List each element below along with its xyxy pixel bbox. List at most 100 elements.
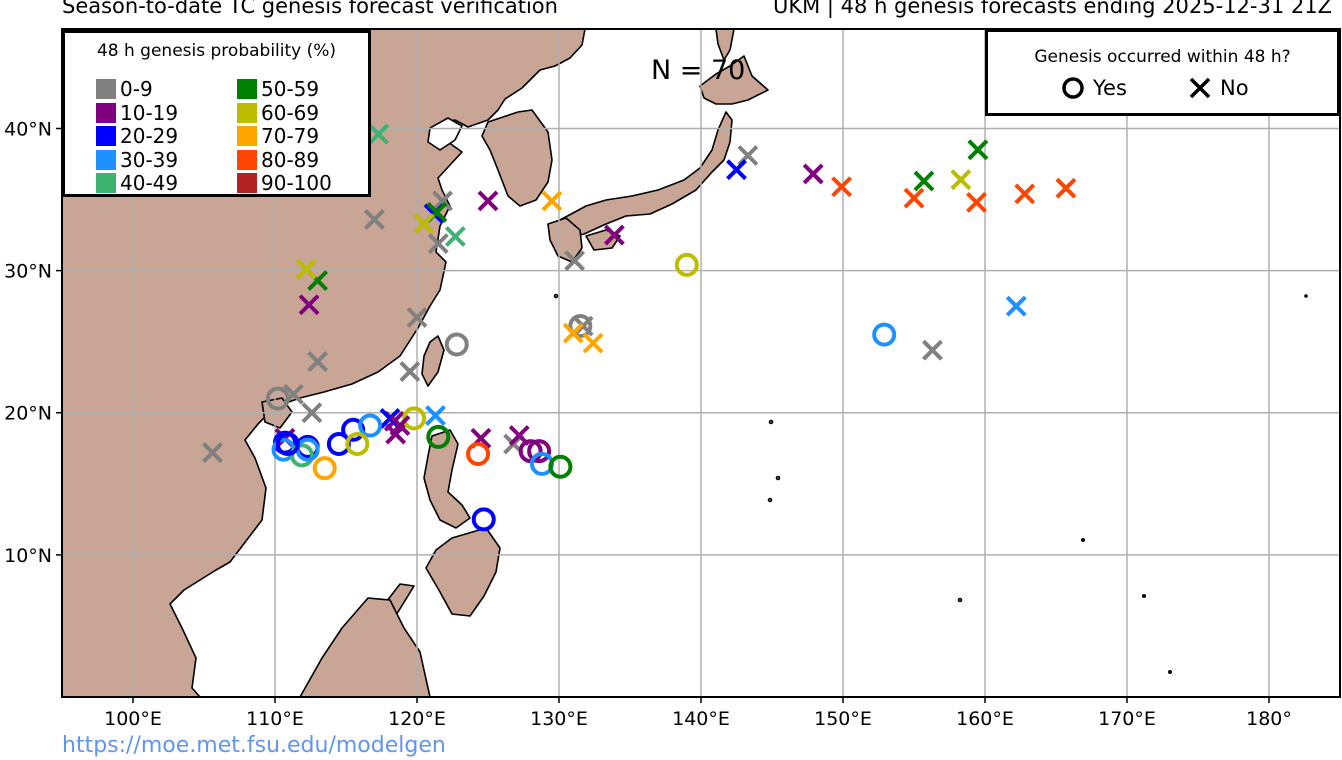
forecast-marker-no <box>477 190 499 212</box>
legend-swatch <box>237 149 257 170</box>
forecast-marker-no <box>399 361 421 382</box>
forecast-marker-no <box>572 315 594 337</box>
forecast-marker-yes <box>402 406 427 431</box>
lon-tick-label: 140°E <box>672 708 730 730</box>
philippines-south <box>425 527 501 617</box>
island <box>1168 669 1173 674</box>
forecast-marker-no <box>831 176 852 198</box>
lon-tick-label: 130°E <box>530 708 588 730</box>
forecast-marker-no <box>389 415 411 436</box>
forecast-marker-no <box>562 322 584 344</box>
legend-swatch <box>96 173 116 193</box>
island <box>553 293 559 299</box>
legend-swatch <box>237 79 257 99</box>
borneo <box>299 597 431 697</box>
legend-bin-label: 0-9 <box>120 77 153 101</box>
legend-bin: 40-49 <box>96 171 179 195</box>
legend-bin: 70-79 <box>237 124 320 148</box>
legend-bin-label: 50-59 <box>261 77 320 101</box>
honshu <box>559 111 733 239</box>
korea <box>481 109 553 207</box>
legend-bin: 10-19 <box>96 101 178 125</box>
forecast-count: N = 70 <box>651 55 746 86</box>
lat-tick-label: 20°N <box>4 403 52 425</box>
forecast-marker-yes <box>444 332 469 357</box>
title-right: UKM | 48 h genesis forecasts ending 2025… <box>772 0 1332 18</box>
island <box>775 475 781 481</box>
luzon <box>423 429 471 529</box>
lon-tick-label: 100°E <box>104 708 162 730</box>
title-left: Season-to-date TC genesis forecast verif… <box>62 0 558 18</box>
legend-bin: 60-69 <box>237 100 320 125</box>
forecast-marker-no <box>432 190 453 212</box>
forecast-marker-yes <box>568 314 593 339</box>
circle-marker-icon <box>1062 77 1084 99</box>
legend-no: No <box>1188 76 1249 100</box>
legend-swatch <box>237 126 257 146</box>
kyushu <box>547 217 583 263</box>
legend-bin-label: 70-79 <box>261 124 320 148</box>
forecast-marker-no <box>950 169 972 191</box>
forecast-marker-no <box>1055 177 1077 199</box>
forecast-marker-yes <box>674 252 699 277</box>
forecast-marker-yes <box>345 432 370 457</box>
legend-swatch <box>237 173 257 193</box>
legend-bin-label: 40-49 <box>120 171 179 195</box>
forecast-marker-yes <box>289 443 314 468</box>
forecast-markers <box>202 123 1077 532</box>
legend-bin: 30-39 <box>96 147 179 172</box>
forecast-marker-no <box>427 233 449 255</box>
island <box>768 419 774 425</box>
forecast-marker-no <box>363 209 385 230</box>
forecast-marker-yes <box>527 439 552 464</box>
lat-tick-label: 10°N <box>4 545 52 567</box>
lon-tick-label: 110°E <box>246 708 304 730</box>
forecast-marker-no <box>368 123 390 145</box>
lat-tick-label: 30°N <box>4 261 52 283</box>
legend-yes-label: Yes <box>1093 76 1127 100</box>
forecast-marker-no <box>413 213 435 235</box>
legend-bin-label: 90-100 <box>261 171 332 195</box>
forecast-marker-yes <box>466 441 491 466</box>
forecast-marker-yes <box>471 507 496 532</box>
forecast-marker-yes <box>872 322 897 347</box>
forecast-marker-no <box>603 224 625 246</box>
taiwan <box>421 335 445 387</box>
lat-tick-label: 40°N <box>4 118 52 140</box>
island <box>1142 593 1147 598</box>
forecast-marker-no <box>564 250 586 272</box>
forecast-marker-yes <box>358 413 383 438</box>
legend-swatch <box>96 102 116 123</box>
forecast-marker-no <box>903 187 925 209</box>
legend-yes: Yes <box>1061 76 1127 100</box>
legend-swatch <box>96 149 116 170</box>
axis-ticks: 100°E 110°E 120°E 130°E 140°E 150°E 160°E 170°E… <box>4 118 1292 730</box>
legend-bin-label: 30-39 <box>120 147 179 172</box>
forecast-marker-no <box>444 226 466 247</box>
cross-marker-icon <box>1189 77 1211 99</box>
lon-tick-label: 170°E <box>1098 708 1156 730</box>
forecast-marker-no <box>967 139 989 161</box>
forecast-marker-no <box>307 351 329 372</box>
legend-bin: 80-89 <box>237 148 319 172</box>
legend-swatch <box>96 126 116 146</box>
forecast-marker-no <box>406 307 428 328</box>
legend-bin-label: 20-29 <box>120 124 179 148</box>
legend-swatch <box>96 79 116 99</box>
forecast-marker-no <box>1005 295 1027 317</box>
legend-no-label: No <box>1220 76 1249 100</box>
lon-tick-label: 160°E <box>956 708 1014 730</box>
forecast-marker-yes <box>548 454 573 479</box>
island <box>1304 294 1308 298</box>
outcome-legend-title: Genesis occurred within 48 h? <box>1034 47 1291 67</box>
legend-bin: 0-9 <box>96 77 153 101</box>
forecast-marker-no <box>913 170 935 192</box>
forecast-marker-no <box>541 190 563 212</box>
forecast-marker-yes <box>426 424 451 449</box>
lon-tick-label: 180° <box>1246 708 1292 730</box>
forecast-marker-no <box>202 442 223 463</box>
forecast-marker-no <box>737 145 759 166</box>
hokkaido <box>699 55 769 105</box>
legend-bin-label: 60-69 <box>261 100 320 125</box>
source-url-link[interactable]: https://moe.met.fsu.edu/modelgen <box>62 733 446 758</box>
